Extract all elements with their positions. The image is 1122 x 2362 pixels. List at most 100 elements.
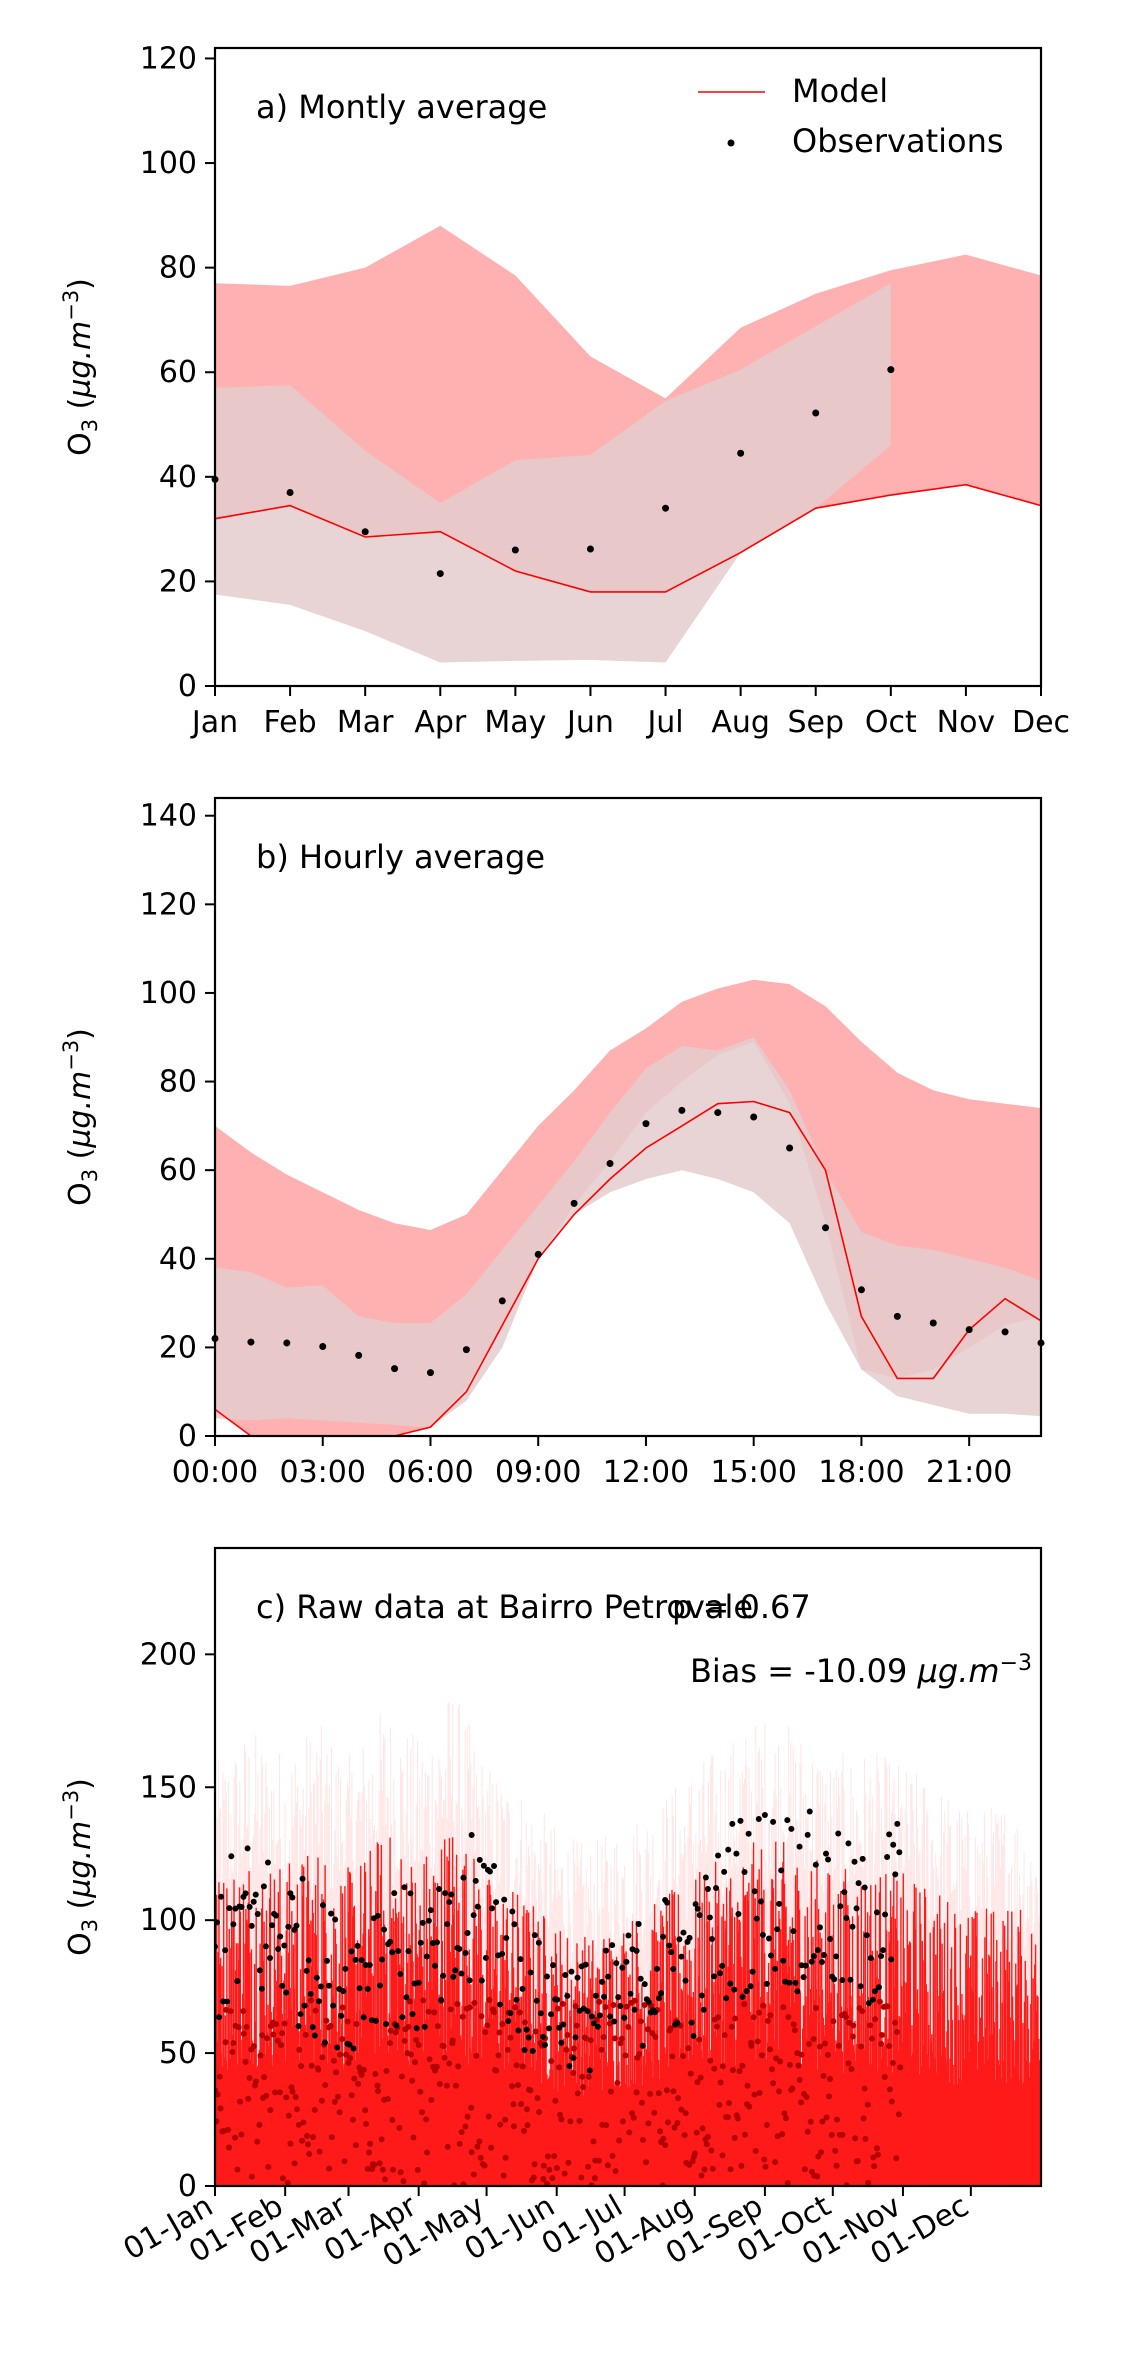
panel-c-observation-point bbox=[865, 2000, 872, 2007]
panel-b-model-band bbox=[215, 979, 1041, 1436]
panel-c-observation-point bbox=[681, 2132, 688, 2139]
panel-c-observation-point bbox=[493, 2067, 500, 2074]
panel-c-observation-point bbox=[603, 2122, 610, 2129]
panel-c-observation-point bbox=[326, 1982, 333, 1989]
panel-c-observation-point bbox=[548, 2058, 555, 2065]
panel-b-observation-point bbox=[893, 1312, 901, 1320]
panel-c-observation-point bbox=[847, 1976, 854, 1983]
panel-c-observation-point bbox=[267, 2107, 274, 2114]
panel-c-observation-point bbox=[850, 2022, 857, 2029]
panel-c-observation-point bbox=[344, 2018, 351, 2025]
panel-c-observation-point bbox=[454, 2000, 461, 2007]
panel-c-observation-point bbox=[586, 2067, 593, 2074]
panel-c-observation-point bbox=[806, 1808, 813, 1815]
panel-b-ytick-label: 60 bbox=[159, 1153, 197, 1188]
panel-c-observation-point bbox=[408, 2051, 415, 2058]
panel-c-observation-point bbox=[881, 2073, 888, 2080]
panel-c-observation-point bbox=[770, 1818, 777, 1825]
panel-c-observation-point bbox=[338, 2012, 345, 2019]
panel-c-observation-point bbox=[578, 2174, 585, 2181]
panel-a-xtick-label: Sep bbox=[787, 705, 844, 740]
panel-c-observation-point bbox=[886, 1831, 893, 1838]
panel-c-observation-point bbox=[598, 2046, 605, 2053]
panel-c-observation-point bbox=[848, 2066, 855, 2073]
panel-c-observation-point bbox=[462, 2123, 469, 2130]
panel-c-observation-point bbox=[480, 1862, 487, 1869]
panel-c-observation-point bbox=[729, 2067, 736, 2074]
panel-c-observation-point bbox=[452, 1967, 459, 1974]
panel-c-observation-point bbox=[331, 2098, 338, 2105]
panel-c-observation-point bbox=[779, 2131, 786, 2138]
panel-c-observation-point bbox=[822, 2040, 829, 2047]
panel-c-observation-point bbox=[383, 2021, 390, 2028]
panel-c-observation-point bbox=[605, 1973, 612, 1980]
panel-c-observation-point bbox=[798, 2099, 805, 2106]
panel-c-observation-point bbox=[546, 2025, 553, 2032]
panel-c-observation-point bbox=[347, 2055, 354, 2062]
panel-c-observation-point bbox=[849, 1923, 856, 1930]
panel-c-observation-point bbox=[706, 1914, 713, 1921]
panel-c-observation-point bbox=[234, 1978, 241, 1985]
panel-b-observation-point bbox=[714, 1109, 722, 1117]
panel-c-observation-point bbox=[535, 1939, 542, 1946]
panel-b-observation-point bbox=[929, 1319, 937, 1327]
panel-c-ytick-label: 100 bbox=[140, 1903, 197, 1938]
panel-c-observation-point bbox=[295, 2121, 302, 2128]
panel-c-observation-point bbox=[704, 1886, 711, 1893]
panel-c-observation-point bbox=[482, 1954, 489, 1961]
panel-c-observation-point bbox=[612, 2168, 619, 2175]
panel-c-observation-point bbox=[897, 2064, 904, 2071]
panel-c-observation-point bbox=[868, 2035, 875, 2042]
panel-c-observation-point bbox=[549, 2175, 556, 2182]
panel-c-observation-point bbox=[488, 2144, 495, 2151]
panel-c-observation-point bbox=[721, 1868, 728, 1875]
panel-c-observation-point bbox=[540, 2162, 547, 2169]
panel-c-observation-point bbox=[796, 2077, 803, 2084]
panel-b-ytick-label: 20 bbox=[159, 1330, 197, 1365]
panel-c-observation-point bbox=[384, 2095, 391, 2102]
panel-c-observation-point bbox=[682, 2110, 689, 2117]
panel-c-observation-point bbox=[660, 2135, 667, 2142]
panel-c-observation-point bbox=[735, 1911, 742, 1918]
panel-c-observation-point bbox=[381, 1926, 388, 1933]
panel-c-observation-point bbox=[341, 2158, 348, 2165]
panel-c-observation-point bbox=[893, 2155, 900, 2162]
panel-c-observation-point bbox=[647, 2090, 654, 2097]
panel-c-observation-point bbox=[466, 1977, 473, 1984]
panel-c-observation-point bbox=[785, 2013, 792, 2020]
panel-c-observation-point bbox=[585, 2163, 592, 2170]
panel-b-observation-point bbox=[462, 1346, 470, 1354]
panel-c-observation-point bbox=[664, 1899, 671, 1906]
panel-c-observation-point bbox=[820, 2072, 827, 2079]
panel-c-observation-point bbox=[425, 1917, 432, 1924]
panel-c-observation-point bbox=[732, 2015, 739, 2022]
panel-c-observation-point bbox=[216, 2091, 221, 2098]
panel-c-observation-point bbox=[759, 1931, 766, 1938]
panel-b-observation-point bbox=[355, 1351, 363, 1359]
panel-a-observation-point bbox=[586, 545, 594, 553]
panel-c-observation-point bbox=[531, 1932, 538, 1939]
panel-c-observation-point bbox=[776, 1900, 783, 1907]
panel-c-observation-point bbox=[358, 1957, 365, 1964]
panel-c-observation-point bbox=[796, 1843, 803, 1850]
panel-c-observation-point bbox=[700, 2006, 707, 2013]
panel-c-observation-point bbox=[682, 1977, 689, 1984]
panel-c-observation-point bbox=[464, 1929, 471, 1936]
panel-c-observation-point bbox=[670, 1966, 677, 1973]
panel-c-observation-point bbox=[409, 2011, 416, 2018]
panel-b-observation-point bbox=[247, 1338, 255, 1346]
panel-c-observation-point bbox=[543, 1973, 550, 1980]
panel-c-observation-point bbox=[332, 1916, 339, 1923]
panel-c-observation-point bbox=[713, 1884, 720, 1891]
panel-b-observations-band bbox=[215, 1037, 1041, 1428]
panel-c-observation-point bbox=[564, 1992, 571, 1999]
panel-c-observation-point bbox=[269, 1922, 276, 1929]
panel-c-observation-point bbox=[669, 2053, 676, 2060]
panel-c-observation-point bbox=[510, 2101, 517, 2108]
panel-a-frame bbox=[213, 46, 1043, 688]
panel-c-observation-point bbox=[574, 2090, 581, 2097]
panel-c-observation-point bbox=[698, 1992, 705, 1999]
panel-c-observation-point bbox=[668, 1949, 675, 1956]
panel-c-observation-point bbox=[403, 1994, 410, 2001]
